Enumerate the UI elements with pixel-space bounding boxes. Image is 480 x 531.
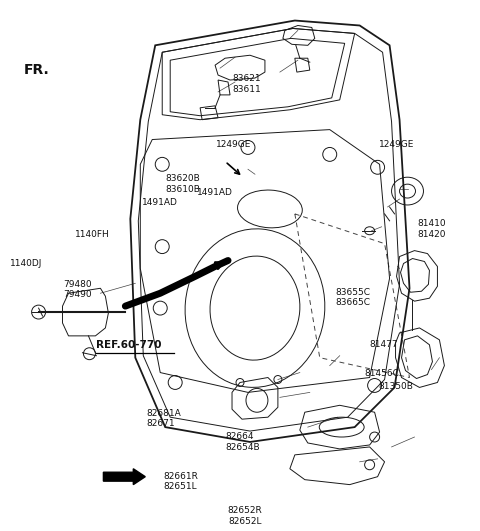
Text: 82652R
82652L: 82652R 82652L <box>228 506 262 526</box>
Text: 1140FH: 1140FH <box>75 230 109 239</box>
Text: 81477: 81477 <box>369 340 398 349</box>
Text: 1491AD: 1491AD <box>197 187 233 196</box>
Text: 1249GE: 1249GE <box>216 140 252 149</box>
Text: 1491AD: 1491AD <box>142 198 178 207</box>
Text: 82661R
82651L: 82661R 82651L <box>163 472 198 491</box>
Text: 79480
79490: 79480 79490 <box>63 280 92 299</box>
FancyArrow shape <box>103 469 145 485</box>
Text: FR.: FR. <box>24 63 49 77</box>
Text: 83621
83611: 83621 83611 <box>233 74 262 94</box>
Text: 1140DJ: 1140DJ <box>10 259 43 268</box>
Text: 1249GE: 1249GE <box>379 140 414 149</box>
Text: 81410
81420: 81410 81420 <box>417 219 446 238</box>
Text: 81456C: 81456C <box>364 369 399 378</box>
Text: 83620B
83610B: 83620B 83610B <box>166 175 201 194</box>
Text: REF.60-770: REF.60-770 <box>96 340 162 350</box>
Text: 81350B: 81350B <box>379 382 414 391</box>
Text: 82664
82654B: 82664 82654B <box>226 432 260 452</box>
Text: 82681A
82671: 82681A 82671 <box>147 409 181 428</box>
Text: 83655C
83665C: 83655C 83665C <box>336 288 371 307</box>
